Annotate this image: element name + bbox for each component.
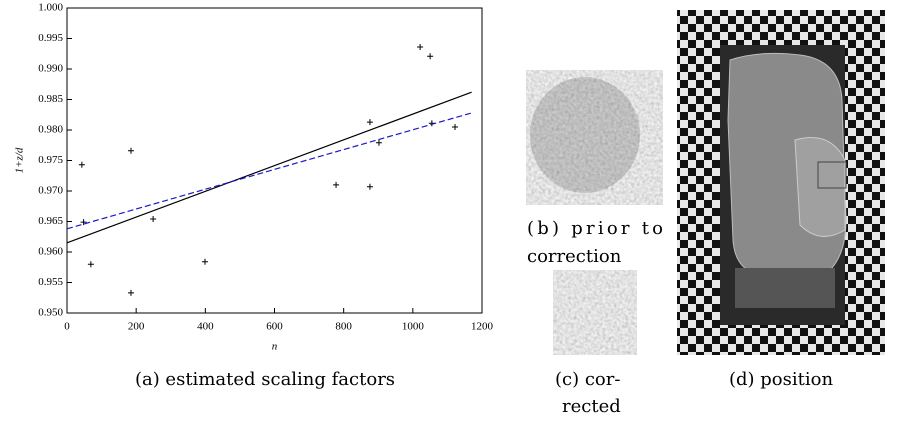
y-tick-label: 0.955 (38, 276, 63, 288)
caption-b-line: correction (527, 246, 622, 267)
x-tick-label: 1200 (471, 321, 494, 333)
caption-d: (d) position (729, 369, 833, 390)
y-tick-label: 1.000 (38, 2, 63, 14)
y-tick-label: 0.950 (38, 307, 63, 319)
x-axis-label: n (272, 341, 278, 353)
y-tick-label: 0.995 (38, 32, 63, 44)
caption-c-line: (c) cor- (555, 369, 620, 390)
y-tick-label: 0.970 (38, 185, 63, 197)
x-tick-label: 0 (64, 321, 70, 333)
x-tick-label: 200 (128, 321, 145, 333)
data-point (366, 183, 373, 190)
data-point (127, 289, 134, 296)
y-tick-label: 0.980 (38, 124, 63, 136)
data-point (366, 119, 373, 126)
data-point (201, 258, 208, 265)
data-point (452, 123, 459, 130)
data-point (427, 53, 434, 60)
y-tick-label: 0.965 (38, 215, 63, 227)
x-tick-label: 800 (335, 321, 352, 333)
data-point (375, 139, 382, 146)
fit-line (66, 112, 472, 230)
image-b (526, 70, 663, 205)
x-tick-label: 600 (266, 321, 283, 333)
x-tick-label: 400 (197, 321, 214, 333)
data-point (80, 219, 87, 226)
data-point (87, 261, 94, 268)
caption-b-line: (b) prior to (527, 218, 663, 239)
x-tick-label: 1000 (402, 321, 425, 333)
image-c (553, 270, 637, 355)
caption-c-line: rected (562, 396, 621, 417)
y-tick-label: 0.975 (38, 154, 63, 166)
y-axis-label: 1+z/d (14, 147, 26, 173)
y-tick-label: 0.960 (38, 246, 63, 258)
data-point (78, 161, 85, 168)
plot-frame (66, 7, 483, 314)
data-point (127, 147, 134, 154)
data-point (333, 181, 340, 188)
image-d (677, 10, 885, 355)
y-tick-label: 0.990 (38, 63, 63, 75)
caption-a: (a) estimated scaling factors (135, 369, 395, 390)
data-point (150, 216, 157, 223)
fit-line (66, 91, 472, 244)
y-tick-label: 0.985 (38, 93, 63, 105)
data-point (417, 44, 424, 51)
